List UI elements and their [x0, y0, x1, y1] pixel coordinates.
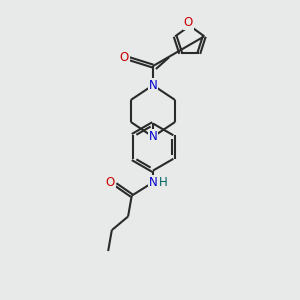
Text: H: H	[159, 176, 168, 189]
Text: N: N	[148, 79, 157, 92]
Text: O: O	[184, 16, 193, 29]
Text: O: O	[106, 176, 115, 190]
Text: N: N	[148, 130, 157, 143]
Text: N: N	[149, 176, 158, 189]
Text: O: O	[119, 51, 129, 64]
